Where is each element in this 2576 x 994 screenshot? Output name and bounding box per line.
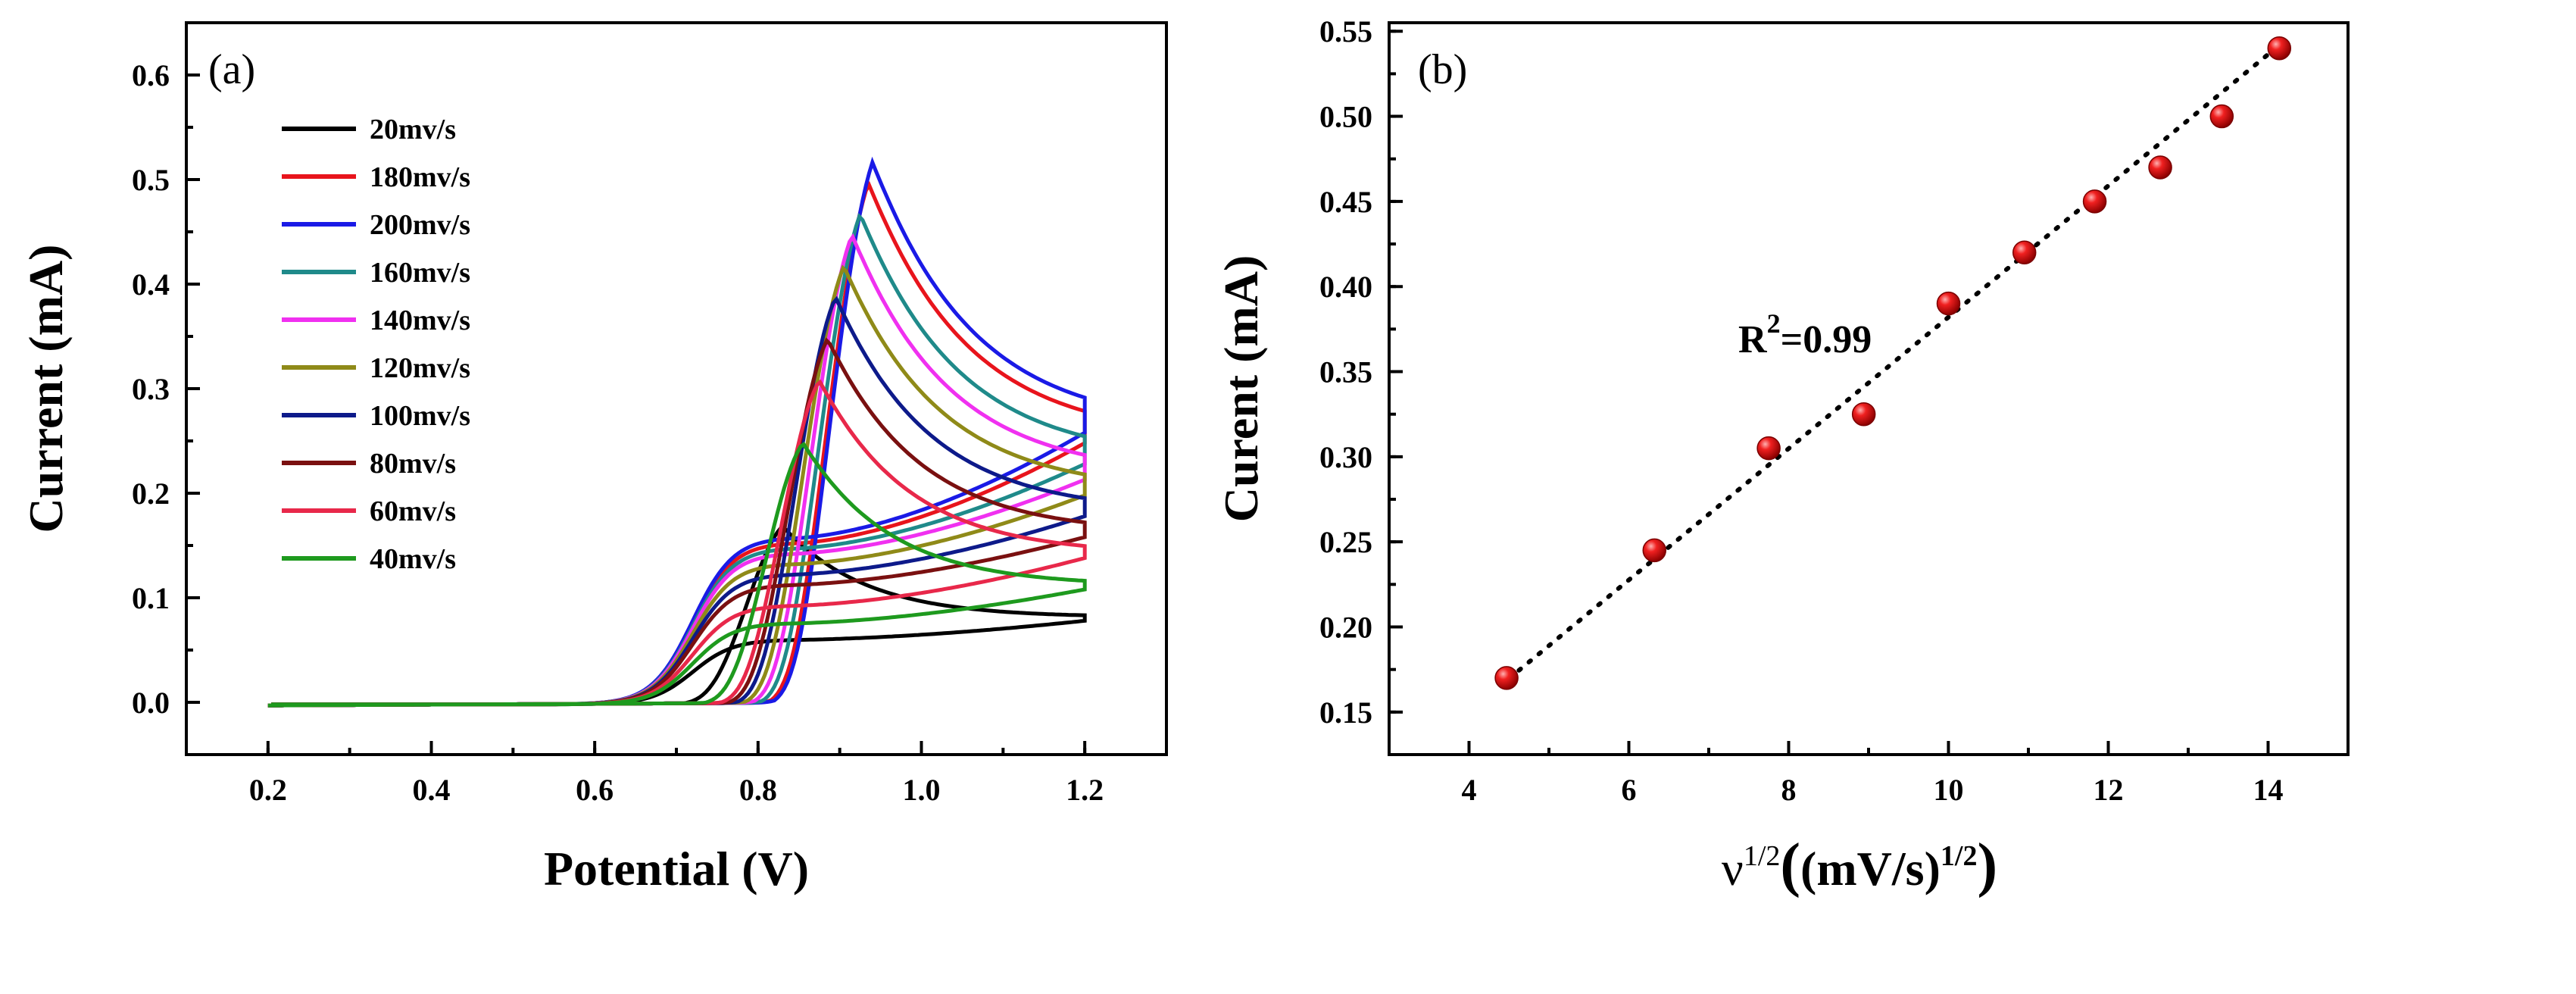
nu-symbol: ν bbox=[1722, 842, 1744, 896]
data-point bbox=[2148, 155, 2172, 180]
panel-b-xtick-label: 10 bbox=[1934, 773, 1964, 807]
panel-a-legend: 20mv/s 180mv/s 200mv/s 160mv/s 140mv/s 120mv/… bbox=[282, 114, 470, 575]
legend-label: 180mv/s bbox=[370, 161, 470, 193]
panel-a-cv-curves: 0.2 0.4 0.6 0.8 1.0 1.20.00.10.20.30.40.50.6 … bbox=[19, 21, 1168, 896]
xlabel-close-paren: ) bbox=[1977, 832, 1997, 899]
legend-label: 200mv/s bbox=[370, 209, 470, 241]
data-point bbox=[2209, 104, 2234, 129]
panel-b-ytick-label: 0.45 bbox=[1319, 185, 1372, 219]
panel-a-ticks: 0.2 0.4 0.6 0.8 1.0 1.2 0.0 0.1 0.2 0.3 0.4 0.5 0.6 bbox=[132, 58, 1104, 807]
panel-a-xtick-label: 0.2 bbox=[249, 773, 287, 807]
legend-label: 40mv/s bbox=[370, 543, 456, 575]
panel-b-ytick-label: 0.25 bbox=[1319, 525, 1372, 559]
cv-curve-200mv-s bbox=[267, 156, 1087, 708]
panel-b-ylabel: Curent (mA) bbox=[1214, 255, 1268, 523]
panel-b-ytick-label: 0.15 bbox=[1319, 695, 1372, 730]
xlabel-open-paren: ( bbox=[1780, 832, 1800, 899]
panel-a-xtick-label: 1.0 bbox=[903, 773, 941, 807]
data-point bbox=[1936, 291, 1961, 316]
panel-b-fit-line bbox=[1507, 39, 2287, 681]
legend-label: 140mv/s bbox=[370, 305, 470, 336]
panel-a-xlabel: Potential (V) bbox=[544, 842, 809, 896]
panel-a-ytick-label: 0.0 bbox=[132, 686, 170, 720]
panel-b-ytick-label: 0.40 bbox=[1319, 270, 1372, 304]
r-squared-value: =0.99 bbox=[1781, 318, 1872, 361]
panel-b-xtick-label: 6 bbox=[1622, 773, 1637, 807]
xlabel-unit: (mV/s) bbox=[1800, 842, 1941, 896]
panel-b-xlabel: ν1/2((mV/s)1/2) bbox=[1722, 832, 1997, 899]
panel-b-ytick-label: 0.50 bbox=[1319, 100, 1372, 134]
panel-a-xtick-label: 0.4 bbox=[413, 773, 451, 807]
cv-curve-40mv-s bbox=[267, 441, 1087, 708]
panel-a-ylabel: Current (mA) bbox=[19, 245, 73, 533]
panel-b-scatter: 4 6 8 10 12 14 0.15 0.20 0.25 0.30 0.35 0.40 0.45 0.5… bbox=[1214, 14, 2350, 899]
panel-b-points bbox=[1494, 36, 2292, 690]
nu-superscript: 1/2 bbox=[1744, 840, 1781, 872]
legend-label: 120mv/s bbox=[370, 352, 470, 384]
data-point bbox=[2267, 36, 2292, 61]
panel-a-ytick-label: 0.5 bbox=[132, 163, 170, 197]
panel-a-xtick-label: 0.8 bbox=[739, 773, 777, 807]
panel-b-ytick-label: 0.30 bbox=[1319, 440, 1372, 474]
panel-b-xtick-label: 14 bbox=[2253, 773, 2284, 807]
legend-label: 60mv/s bbox=[370, 495, 456, 527]
legend-label: 20mv/s bbox=[370, 114, 456, 145]
panel-b-ticks: 4 6 8 10 12 14 0.15 0.20 0.25 0.30 0.35 0.40 0.45 0.5… bbox=[1319, 14, 2350, 807]
panel-a-xtick-label: 1.2 bbox=[1066, 773, 1104, 807]
panel-b-frame bbox=[1388, 21, 2350, 756]
legend-label: 160mv/s bbox=[370, 257, 470, 289]
panel-b-ytick-label: 0.55 bbox=[1319, 14, 1372, 48]
data-point bbox=[1494, 666, 1519, 690]
panel-a-ytick-label: 0.2 bbox=[132, 477, 170, 511]
data-point bbox=[1642, 538, 1667, 563]
panel-b-xtick-label: 12 bbox=[2094, 773, 2124, 807]
panel-b-ytick-label: 0.35 bbox=[1319, 355, 1372, 389]
legend-label: 80mv/s bbox=[370, 448, 456, 480]
panel-a-ytick-label: 0.4 bbox=[132, 267, 170, 302]
panel-a-ytick-label: 0.3 bbox=[132, 372, 170, 406]
legend-label: 100mv/s bbox=[370, 400, 470, 432]
panel-a-frame bbox=[185, 21, 1168, 756]
panel-a-label: (a) bbox=[208, 46, 255, 93]
panel-b-ytick-label: 0.20 bbox=[1319, 611, 1372, 645]
r-superscript: 2 bbox=[1767, 308, 1781, 339]
panel-a-ytick-label: 0.6 bbox=[132, 58, 170, 92]
data-point bbox=[2082, 189, 2107, 214]
data-point bbox=[2012, 240, 2037, 265]
r-squared-annotation: R2=0.99 bbox=[1738, 308, 1872, 361]
panel-a-curves bbox=[267, 156, 1087, 708]
panel-b-xtick-label: 4 bbox=[1462, 773, 1477, 807]
panel-a-xtick-label: 0.6 bbox=[576, 773, 614, 807]
xlabel-unit-superscript: 1/2 bbox=[1941, 840, 1978, 872]
data-point bbox=[1756, 436, 1781, 461]
r-symbol: R bbox=[1738, 318, 1768, 361]
data-point bbox=[1851, 402, 1876, 427]
panel-b-xtick-label: 8 bbox=[1781, 773, 1797, 807]
panel-a-ytick-label: 0.1 bbox=[132, 581, 170, 615]
panel-b-label: (b) bbox=[1418, 46, 1467, 93]
